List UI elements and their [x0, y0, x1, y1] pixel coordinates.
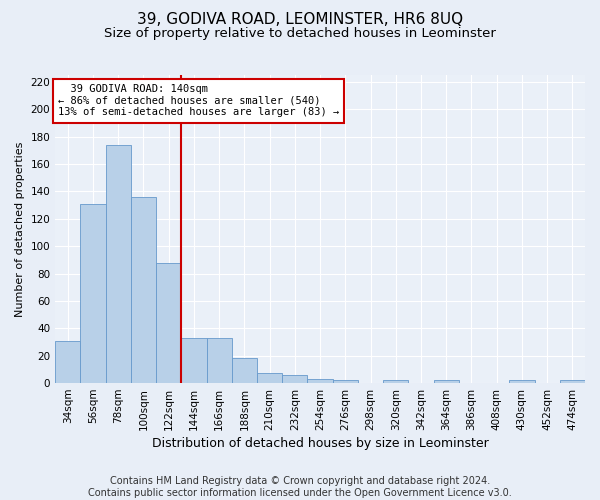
- Text: 39 GODIVA ROAD: 140sqm
← 86% of detached houses are smaller (540)
13% of semi-de: 39 GODIVA ROAD: 140sqm ← 86% of detached…: [58, 84, 339, 117]
- Bar: [55, 340, 80, 383]
- Bar: [257, 374, 282, 383]
- Y-axis label: Number of detached properties: Number of detached properties: [15, 142, 25, 316]
- Text: Contains HM Land Registry data © Crown copyright and database right 2024.
Contai: Contains HM Land Registry data © Crown c…: [88, 476, 512, 498]
- Bar: [80, 204, 106, 383]
- Bar: [156, 262, 181, 383]
- Bar: [307, 379, 332, 383]
- Bar: [434, 380, 459, 383]
- Text: 39, GODIVA ROAD, LEOMINSTER, HR6 8UQ: 39, GODIVA ROAD, LEOMINSTER, HR6 8UQ: [137, 12, 463, 28]
- Text: Size of property relative to detached houses in Leominster: Size of property relative to detached ho…: [104, 28, 496, 40]
- Bar: [131, 197, 156, 383]
- Bar: [509, 380, 535, 383]
- Bar: [383, 380, 409, 383]
- Bar: [332, 380, 358, 383]
- Bar: [232, 358, 257, 383]
- X-axis label: Distribution of detached houses by size in Leominster: Distribution of detached houses by size …: [152, 437, 488, 450]
- Bar: [560, 380, 585, 383]
- Bar: [206, 338, 232, 383]
- Bar: [282, 375, 307, 383]
- Bar: [181, 338, 206, 383]
- Bar: [106, 145, 131, 383]
